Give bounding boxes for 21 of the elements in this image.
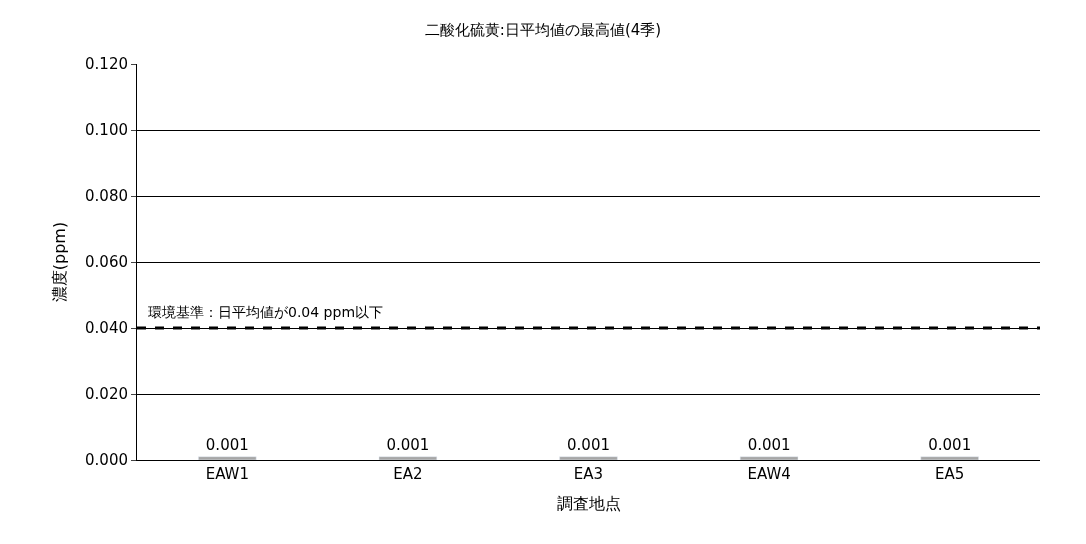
y-tick-label: 0.020 (85, 385, 128, 404)
x-tick-label: EA2 (393, 465, 423, 483)
y-tick-label: 0.120 (85, 55, 128, 74)
data-label: 0.001 (747, 435, 791, 454)
y-tick-label: 0.040 (85, 319, 128, 338)
x-axis-title: 調査地点 (556, 493, 621, 513)
data-label: 0.001 (928, 435, 972, 454)
x-tick-label: EA3 (573, 465, 604, 483)
y-tick-label: 0.080 (85, 187, 128, 206)
chart-title: 二酸化硫黄:日平均値の最高値(4季) (424, 20, 662, 39)
data-label: 0.001 (386, 435, 430, 454)
y-axis-title: 濃度(ppm) (49, 221, 69, 303)
x-tick-label: EAW1 (205, 465, 249, 483)
data-label: 0.001 (205, 435, 249, 454)
y-tick-label: 0.000 (85, 451, 128, 470)
data-label: 0.001 (567, 435, 610, 454)
y-tick-label: 0.100 (85, 121, 128, 140)
x-tick-label: EAW4 (747, 465, 791, 483)
ref-line-label: 環境基準：日平均値が0.04 ppm以下 (148, 304, 384, 320)
y-tick-label: 0.060 (85, 253, 128, 272)
x-tick-label: EA5 (935, 465, 965, 483)
